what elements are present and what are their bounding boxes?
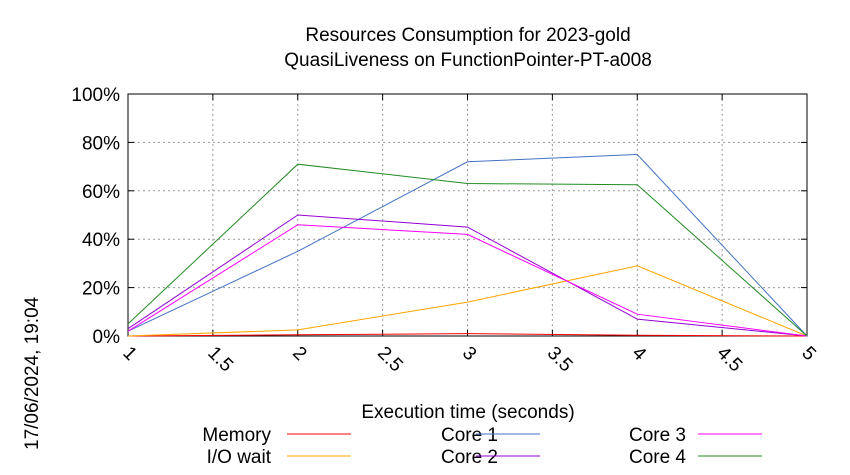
y-tick-label: 100% bbox=[71, 85, 120, 106]
y-tick-label: 20% bbox=[82, 279, 120, 300]
series-line-memory bbox=[127, 333, 808, 337]
legend-label-memory: Memory bbox=[202, 425, 271, 446]
legend-label-i-o-wait: I/O wait bbox=[207, 447, 272, 468]
legend-label-core-4: Core 4 bbox=[629, 447, 686, 468]
x-tick-label: 5 bbox=[797, 343, 819, 365]
series-line-core-1 bbox=[127, 153, 808, 337]
series-line-core-4 bbox=[127, 163, 808, 337]
series-line-core-3 bbox=[127, 224, 808, 337]
y-tick-label: 40% bbox=[82, 230, 120, 251]
chart-title-line-2: QuasiLiveness on FunctionPointer-PT-a008 bbox=[284, 50, 652, 71]
y-tick-label: 0% bbox=[93, 327, 121, 348]
x-tick-label: 4 bbox=[628, 343, 651, 366]
x-tick-label: 1.5 bbox=[203, 343, 237, 377]
chart-title-line-1: Resources Consumption for 2023-gold bbox=[305, 25, 630, 46]
x-tick-label: 1 bbox=[118, 343, 140, 365]
series-line-core-2 bbox=[127, 214, 808, 337]
series-lines bbox=[127, 153, 808, 337]
y-tick-label: 60% bbox=[82, 182, 120, 203]
x-tick-label: 2 bbox=[288, 343, 310, 365]
legend-label-core-1: Core 1 bbox=[441, 425, 498, 446]
x-tick-label: 3.5 bbox=[543, 343, 577, 377]
timestamp: 17/06/2024, 19:04 bbox=[22, 296, 43, 450]
series-line-i-o-wait bbox=[127, 265, 808, 337]
x-tick-label: 4.5 bbox=[713, 343, 747, 377]
axis-ticks: 0% 20% 40% 60% 80% 100% 1 1.5 2 2.5 3 3.5 4 4.5 5 bbox=[71, 85, 819, 376]
legend-label-core-3: Core 3 bbox=[629, 425, 686, 446]
x-tick-label: 3 bbox=[458, 343, 480, 365]
y-tick-label: 80% bbox=[82, 133, 120, 154]
x-tick-label: 2.5 bbox=[373, 343, 407, 377]
grid bbox=[128, 94, 807, 336]
x-axis-label: Execution time (seconds) bbox=[361, 402, 574, 423]
legend-label-core-2: Core 2 bbox=[441, 447, 498, 468]
